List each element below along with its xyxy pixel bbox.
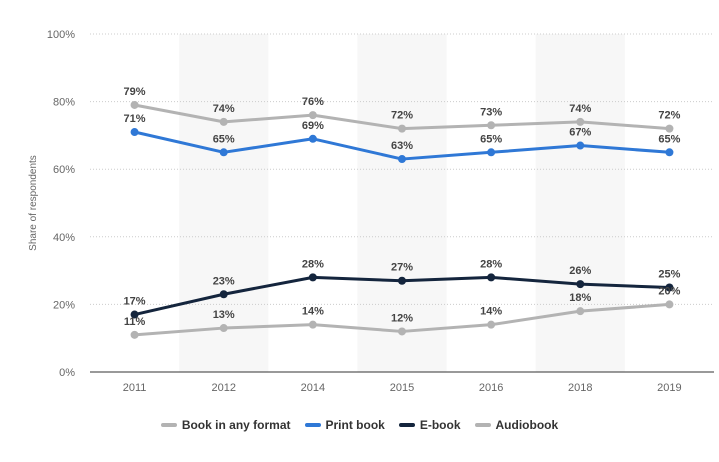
data-point-book-in-any-format xyxy=(576,117,585,126)
x-tick-label: 2014 xyxy=(301,382,325,394)
data-label: 65% xyxy=(213,133,235,145)
legend-label: Audiobook xyxy=(495,418,559,432)
x-tick-label: 2015 xyxy=(390,382,414,394)
data-point-audiobook xyxy=(130,330,139,339)
x-tick-label: 2018 xyxy=(568,382,592,394)
y-tick-label: 0% xyxy=(59,367,75,379)
data-point-e-book xyxy=(308,273,317,282)
x-tick-label: 2012 xyxy=(211,382,235,394)
data-point-print-book xyxy=(130,128,139,137)
alternating-column-bands xyxy=(179,34,625,372)
data-label: 20% xyxy=(658,285,680,297)
data-point-print-book xyxy=(576,141,585,150)
data-point-audiobook xyxy=(398,327,406,336)
data-point-audiobook xyxy=(308,320,317,329)
y-axis-tick-labels: 0% 20% 40% 60% 80% 100% xyxy=(47,29,75,379)
y-tick-label: 100% xyxy=(47,29,75,41)
data-label: 69% xyxy=(302,120,324,132)
legend-item[interactable]: Print book xyxy=(304,418,385,432)
data-label: 14% xyxy=(480,306,502,318)
data-point-book-in-any-format xyxy=(665,124,674,133)
data-point-e-book xyxy=(665,283,674,292)
data-label: 65% xyxy=(658,133,680,145)
legend-label: Book in any format xyxy=(181,418,291,432)
data-label: 73% xyxy=(480,106,502,118)
data-label: 72% xyxy=(391,110,413,122)
data-label: 18% xyxy=(569,292,591,304)
data-point-print-book xyxy=(398,155,406,164)
data-point-audiobook xyxy=(219,324,228,333)
chart-legend: Book in any format Print book E-book Audiob… xyxy=(0,418,719,432)
y-tick-label: 20% xyxy=(53,299,75,311)
data-label: 72% xyxy=(658,110,680,122)
x-tick-label: 2019 xyxy=(657,382,681,394)
y-tick-label: 40% xyxy=(53,232,75,244)
data-point-audiobook xyxy=(665,300,674,309)
legend-label: E-book xyxy=(419,418,461,432)
legend-swatch xyxy=(398,423,415,427)
data-label: 26% xyxy=(569,265,591,277)
gridlines xyxy=(90,33,714,373)
legend-label: Print book xyxy=(325,418,385,432)
data-point-e-book xyxy=(130,310,139,319)
data-point-print-book xyxy=(308,134,317,143)
y-axis-title: Share of respondents xyxy=(28,155,39,251)
data-point-print-book xyxy=(487,148,496,157)
data-point-e-book xyxy=(219,290,228,299)
data-point-audiobook xyxy=(576,307,585,316)
data-point-e-book xyxy=(398,276,406,285)
data-label: 28% xyxy=(302,258,324,270)
column-band xyxy=(179,34,269,372)
data-label: 12% xyxy=(391,312,413,324)
data-label: 79% xyxy=(124,86,146,98)
data-label: 11% xyxy=(124,316,146,328)
column-band xyxy=(357,34,447,372)
data-label: 23% xyxy=(213,275,235,287)
data-label: 74% xyxy=(569,103,591,115)
data-label: 28% xyxy=(480,258,502,270)
series-lines xyxy=(130,100,674,339)
legend-swatch xyxy=(304,423,321,427)
data-label: 27% xyxy=(391,262,413,274)
data-label: 71% xyxy=(124,113,146,125)
data-label: 17% xyxy=(124,296,146,308)
legend-swatch xyxy=(474,423,491,427)
data-point-book-in-any-format xyxy=(130,100,139,109)
data-point-e-book xyxy=(487,273,496,282)
legend-item[interactable]: Book in any format xyxy=(160,418,291,432)
x-tick-label: 2016 xyxy=(479,382,503,394)
data-point-book-in-any-format xyxy=(308,111,317,120)
data-label: 74% xyxy=(213,103,235,115)
x-axis-tick-labels: 2011 2012 2014 2015 2016 2018 2019 xyxy=(123,382,682,394)
data-label: 76% xyxy=(302,96,324,108)
data-label: 65% xyxy=(480,133,502,145)
column-band xyxy=(535,34,625,372)
data-point-print-book xyxy=(219,148,228,157)
data-point-book-in-any-format xyxy=(398,124,406,133)
y-tick-label: 60% xyxy=(53,164,75,176)
data-point-e-book xyxy=(576,280,585,289)
legend-item[interactable]: E-book xyxy=(398,418,461,432)
data-point-book-in-any-format xyxy=(487,121,496,130)
data-point-audiobook xyxy=(487,320,496,329)
x-tick-label: 2011 xyxy=(123,382,147,394)
data-label: 63% xyxy=(391,140,413,152)
data-label: 13% xyxy=(213,309,235,321)
data-point-book-in-any-format xyxy=(219,117,228,126)
y-tick-label: 80% xyxy=(53,97,75,109)
data-label: 25% xyxy=(658,269,680,281)
data-label: 14% xyxy=(302,306,324,318)
data-label: 67% xyxy=(569,127,591,139)
legend-item[interactable]: Audiobook xyxy=(474,418,559,432)
data-labels: 79% 74% 76% 72% 73% 74% 72% 71% 65% 69% 63% 65% 67% 6… xyxy=(124,86,681,328)
data-point-print-book xyxy=(665,148,674,157)
legend-swatch xyxy=(160,423,177,427)
